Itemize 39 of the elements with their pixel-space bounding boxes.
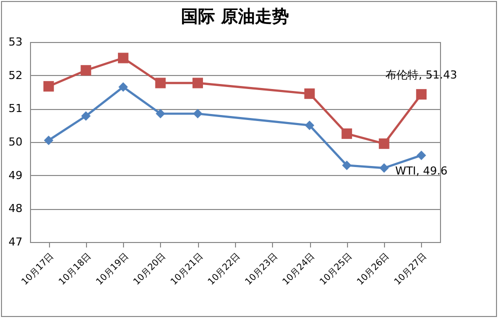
y-tick-label: 48 [8, 202, 22, 216]
point [378, 138, 390, 149]
x-tick-label: 10月19日 [94, 252, 131, 288]
point [192, 108, 202, 118]
point [192, 78, 203, 88]
x-tick-label: 10月17日 [20, 252, 56, 288]
point [304, 88, 315, 99]
point [379, 163, 389, 173]
point [156, 108, 166, 118]
point [304, 120, 314, 130]
y-tick-label: 49 [8, 168, 22, 182]
y-tick-label: 52 [8, 68, 22, 82]
point [118, 52, 128, 64]
x-tick-label: 10月21日 [169, 252, 206, 288]
point [80, 65, 92, 76]
x-tick-label: 10月23日 [244, 252, 280, 288]
x-tick-label: 10月24日 [281, 252, 318, 288]
annotation: 布伦特, 51.43 [386, 68, 458, 82]
x-tick-label: 10月20日 [132, 252, 168, 288]
y-tick-label: 53 [8, 36, 22, 48]
y-tick-label: 47 [8, 236, 22, 248]
x-tick-label: 10月26日 [356, 252, 392, 288]
point [416, 150, 426, 160]
point [416, 89, 427, 100]
point [118, 82, 128, 92]
point [44, 136, 54, 146]
point [43, 81, 54, 92]
annotation: WTI, 49.6 [395, 164, 448, 178]
point [155, 78, 166, 88]
x-tick-label: 10月18日 [57, 252, 94, 288]
point [342, 160, 352, 170]
point [81, 111, 91, 121]
x-tick-label: 10月22日 [206, 252, 243, 288]
x-tick-label: 10月25日 [318, 252, 354, 288]
point [342, 128, 352, 139]
chart-title: 国际 原油走势 [181, 7, 289, 27]
x-tick-label: 10月27日 [392, 252, 429, 288]
y-tick-label: 51 [8, 102, 22, 116]
y-tick-label: 50 [8, 136, 22, 148]
